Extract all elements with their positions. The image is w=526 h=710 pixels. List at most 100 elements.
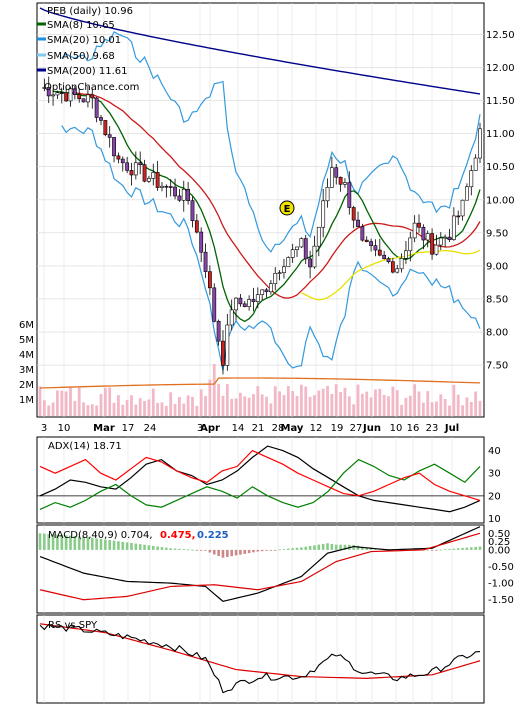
candle-body [173,186,177,197]
macd-histogram-bar [448,548,451,550]
macd-histogram-bar [195,549,199,551]
candle-body [260,289,265,295]
candle-body [242,303,247,307]
volume-bar [413,384,417,416]
macd-histogram-bar [282,549,286,550]
macd-histogram-bar [408,549,412,551]
macd-histogram-bar [469,547,473,550]
volume-bar [417,391,421,416]
candle-body [338,176,343,185]
volume-bar [286,386,290,416]
volume-bar [465,397,469,416]
candle-body [334,167,339,178]
volume-bar [147,399,151,416]
volume-bar [395,390,399,416]
candle-body [329,167,334,188]
macd-histogram-bar [326,543,329,550]
macd-histogram-bar [287,548,290,550]
candle-body [456,215,461,218]
volume-bar [474,391,478,416]
volume-bar [360,393,364,416]
volume-bar [212,364,216,416]
candle-body [138,162,143,166]
candlesticks [42,76,482,375]
macd-histogram-bar [60,534,64,550]
candle-body [251,299,256,302]
macd-histogram-bar [443,549,447,551]
volume-bar [38,386,42,416]
volume-tick-label: 4M [19,350,34,361]
candle-body [212,287,217,322]
candle-body [438,237,443,246]
sma200-line [39,7,481,95]
candle-body [103,120,108,136]
macd-histogram-bar [365,547,369,550]
volume-bar [461,405,464,416]
macd-histogram-bar [82,536,85,550]
legend-sma8: SMA(8) 10.65 [47,20,115,31]
watermark: OptionChance.com [44,82,139,93]
volume-bar [77,387,81,416]
candle-body [59,92,64,95]
volume-bar [387,396,390,416]
indicator-lines [39,7,481,694]
candle-body [186,188,191,201]
volume-bar [330,394,334,416]
macd-histogram-bar [160,547,164,550]
volume-bar [208,379,212,416]
macd-histogram-bar [178,548,181,550]
rs-label: RS vs SPY [48,620,98,631]
macd-histogram-bar [230,549,233,557]
candle-body [369,241,373,246]
candle-body [142,164,147,182]
x-tick-label: 10 [390,423,403,434]
volume-bar [221,395,225,416]
candle-body [116,155,121,160]
candle-body [42,87,47,89]
candle-body [208,271,212,289]
macd-histogram-bar [156,546,159,550]
volume-bar [321,388,325,416]
volume-bar [426,391,430,416]
candle-body [94,97,99,118]
volume-bar [195,405,199,416]
candle-body [399,258,404,270]
adx-tick-label: 30 [488,469,501,480]
volume-bar [252,394,255,416]
candle-body [277,272,282,274]
volume-bar [99,394,103,416]
volume-bar [365,391,369,416]
price-tick-label: 8.50 [486,294,508,305]
candle-body [147,178,151,182]
candle-body [303,238,308,260]
macd-histogram-bar [461,547,464,550]
volume-bar [421,402,425,416]
volume-bar [60,390,64,416]
x-tick-label: Jun [362,423,381,434]
volume-bar [204,396,207,416]
candle-body [299,238,304,248]
volume-bar [260,394,264,416]
volume-bar [108,387,112,416]
price-tick-label: 9.00 [486,261,508,272]
volume-bar [269,403,273,416]
candle-body [133,162,138,176]
adx-tick-label: 10 [488,514,501,525]
macd-signal-line [39,532,481,601]
candle-body [155,172,160,188]
rs-panel [36,614,485,704]
macd-histogram-bar [430,549,434,551]
macd-histogram-bar [435,549,438,551]
svg-text:E: E [284,204,291,215]
macd-label: MACD(8,40,9) 0.704, [48,530,153,541]
candle-body [451,215,456,240]
macd-histogram-bar [121,541,125,550]
macd-histogram-bar [478,546,482,550]
price-tick-label: 11.50 [486,96,515,107]
price-tick-label: 8.00 [486,328,508,339]
macd-histogram-bar [169,548,172,550]
price-tick-label: 7.50 [486,361,508,372]
macd-histogram-bar [234,549,238,556]
price-tick-label: 12.50 [486,30,515,41]
